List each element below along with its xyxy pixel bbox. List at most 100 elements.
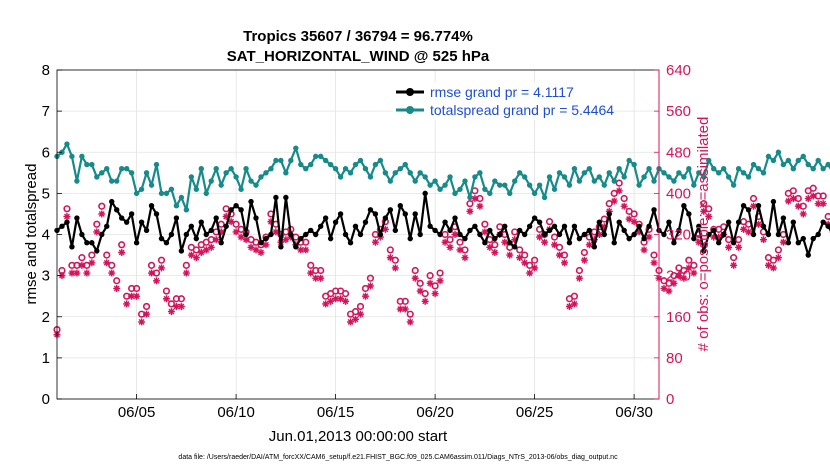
obs-possible-point [620,194,628,203]
rmse-point [720,231,727,238]
rmse-point [502,223,508,229]
obs-assimilated-point [501,238,509,246]
totalspread-point [497,182,503,188]
totalspread-point [64,141,70,147]
totalspread-point [372,161,379,168]
totalspread-point [442,182,448,188]
rmse-point [173,215,180,221]
y-right-tick-label: 160 [666,309,691,326]
totalspread-point [148,182,155,188]
y-right-tick-label: 640 [666,62,691,79]
y-left-tick-label: 3 [42,268,50,285]
totalspread-point [536,182,543,188]
obs-assimilated-point [441,238,449,246]
rmse-point [163,240,170,246]
obs-assimilated-point [640,246,648,254]
obs-assimilated-point [665,287,673,295]
obs-assimilated-point [456,246,464,254]
rmse-point [641,235,647,242]
obs-assimilated-point [386,254,394,262]
totalspread-point [467,194,473,201]
obs-assimilated-point [570,300,578,308]
obs-assimilated-point [511,236,519,244]
totalspread-point [586,166,593,172]
totalspread-line [56,142,830,211]
rmse-point [248,198,254,205]
obs-assimilated-point [690,269,698,277]
rmse-series [54,190,830,258]
obs-assimilated-point [371,238,379,246]
obs-assimilated-point [282,236,290,244]
totalspread-point [561,174,568,180]
rmse-point [123,219,130,225]
obs-assimilated-point [735,243,743,251]
obs-possible-point [133,284,141,293]
totalspread-point [502,182,508,188]
rmse-point [367,207,374,213]
obs-assimilated-point [108,269,116,277]
totalspread-point [541,194,548,201]
obs-assimilated-point [710,233,718,241]
obs-possible-point [531,256,539,264]
totalspread-point [487,190,493,197]
rmse-point [168,231,175,238]
obs-possible-point [217,220,225,228]
obs-assimilated-point [565,302,573,310]
obs-possible-point [749,194,758,203]
obs-assimilated-point [197,248,205,256]
totalspread-point [138,186,145,192]
totalspread-point [516,170,523,176]
obs-possible-point [570,292,579,300]
rmse-point [735,219,742,225]
totalspread-point [686,166,692,172]
totalspread-point [283,170,289,176]
rmse-point [512,244,518,250]
rmse-point [143,227,150,234]
obs-assimilated-point [212,236,220,244]
y-right-tick-label: 560 [666,103,691,120]
totalspread-point [218,182,224,188]
legend-box [393,82,571,120]
obs-assimilated-point [466,207,474,215]
totalspread-point [69,153,75,160]
rmse-point [188,223,195,229]
right-axis-label: # of obs: o=possible; ×=assimilated [695,117,712,352]
obs-assimilated-point [83,269,91,277]
rmse-point [89,240,95,246]
totalspread-point [228,166,234,172]
obs-assimilated-point [809,192,817,200]
left-axis: 0 1 2 3 4 5 6 7 8 [42,62,62,408]
obs-possible-point [416,279,424,287]
obs-assimilated-point [182,269,190,277]
rmse-point [691,235,697,242]
obs-assimilated-point [227,218,235,226]
totalspread-point [178,194,185,201]
totalspread-point [785,157,792,164]
obs-assimilated-point [670,279,678,287]
rmse-point [755,203,762,209]
totalspread-point [412,178,418,184]
totalspread-point [109,178,115,184]
rmse-point [208,227,214,234]
obs-possible-point [162,287,171,295]
obs-possible-point [341,290,350,298]
legend-rmse-label: rmse grand pr = 4.1117 [430,84,574,100]
rmse-point [636,223,642,229]
obs-assimilated-point [411,274,419,282]
rmse-point [308,227,314,234]
obs-assimilated-point [232,228,240,236]
totalspread-point [382,170,389,176]
totalspread-point [795,157,802,164]
obs-possible-point [774,246,783,254]
y-right-tick-label: 80 [666,350,683,367]
rmse-point [457,231,463,238]
rmse-point [213,215,219,221]
totalspread-point [313,153,319,160]
obs-assimilated-point [740,225,748,233]
obs-possible-point [630,210,638,218]
obs-assimilated-point [103,259,111,267]
totalspread-point [123,166,130,172]
obs-possible-point [317,266,325,275]
obs-possible-point [725,236,733,244]
